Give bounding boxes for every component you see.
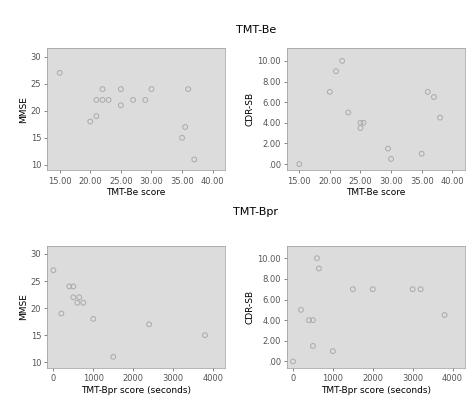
Point [109, 354, 117, 360]
Point [305, 317, 313, 323]
Point [184, 86, 192, 93]
Point [73, 299, 81, 306]
Point [148, 86, 155, 93]
Point [92, 113, 100, 120]
Point [146, 321, 153, 328]
Point [57, 310, 65, 317]
Point [201, 332, 209, 339]
X-axis label: TMT-Bpr score (seconds): TMT-Bpr score (seconds) [81, 386, 191, 395]
Point [409, 286, 417, 292]
Point [338, 58, 346, 64]
Point [142, 97, 149, 103]
Point [441, 312, 448, 318]
Point [309, 317, 317, 323]
Y-axis label: CDR-SB: CDR-SB [246, 93, 255, 126]
Point [436, 114, 444, 121]
Point [75, 294, 83, 301]
Point [129, 97, 137, 103]
Point [56, 69, 64, 76]
Point [182, 124, 189, 130]
Point [360, 120, 367, 126]
Point [117, 102, 125, 109]
Point [99, 86, 106, 93]
Point [70, 294, 77, 301]
Point [92, 97, 100, 103]
Y-axis label: MMSE: MMSE [19, 293, 28, 320]
Point [332, 68, 340, 74]
Point [297, 307, 305, 313]
Point [50, 267, 57, 274]
Point [191, 156, 198, 163]
Point [65, 283, 73, 290]
Point [99, 97, 106, 103]
Point [369, 286, 376, 292]
X-axis label: TMT-Be score: TMT-Be score [346, 188, 405, 197]
Y-axis label: MMSE: MMSE [19, 96, 28, 123]
Point [356, 120, 364, 126]
Point [80, 299, 87, 306]
X-axis label: TMT-Bpr score (seconds): TMT-Bpr score (seconds) [321, 386, 431, 395]
Point [387, 156, 395, 162]
X-axis label: TMT-Be score: TMT-Be score [107, 188, 166, 197]
Point [345, 109, 352, 116]
Point [90, 316, 97, 322]
Point [417, 286, 424, 292]
Point [86, 118, 94, 125]
Point [430, 94, 438, 100]
Point [424, 88, 432, 95]
Point [295, 161, 303, 167]
Point [178, 135, 186, 141]
Point [105, 97, 112, 103]
Point [326, 88, 334, 95]
Point [313, 255, 321, 261]
Point [418, 151, 426, 157]
Point [309, 343, 317, 349]
Point [117, 86, 125, 93]
Text: TMT-Be: TMT-Be [236, 25, 276, 35]
Point [289, 358, 297, 365]
Point [356, 125, 364, 131]
Point [315, 265, 323, 272]
Point [70, 283, 77, 290]
Point [384, 145, 392, 152]
Y-axis label: CDR-SB: CDR-SB [246, 290, 255, 324]
Point [329, 348, 337, 354]
Text: TMT-Bpr: TMT-Bpr [234, 207, 278, 217]
Point [349, 286, 356, 292]
